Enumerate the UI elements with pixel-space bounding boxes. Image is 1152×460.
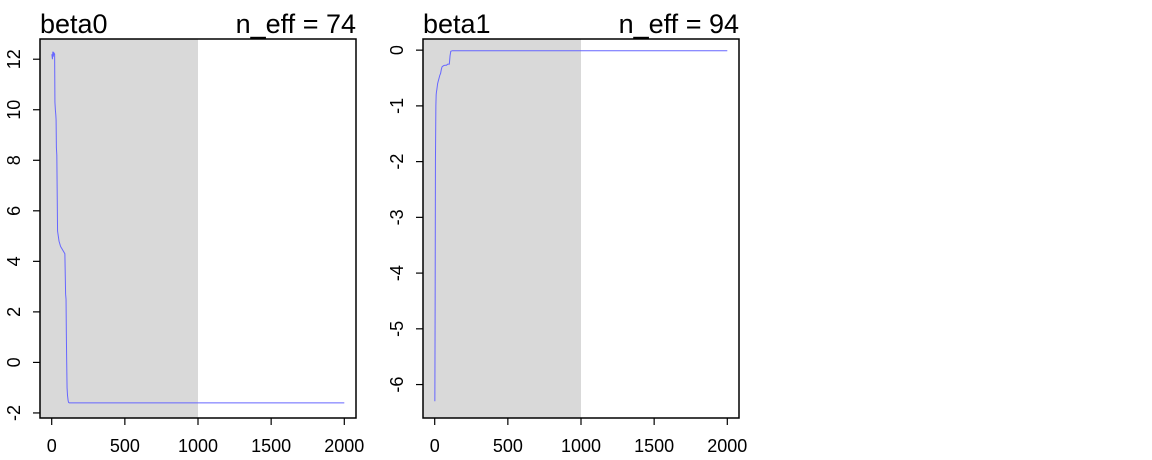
x-tick-label: 500 (110, 436, 140, 456)
warmup-region (40, 39, 198, 418)
y-tick-label: 2 (4, 307, 24, 317)
x-tick-label: 1500 (251, 436, 291, 456)
x-tick-label: 1500 (634, 436, 674, 456)
y-tick-label: 0 (4, 357, 24, 367)
y-tick-label: 8 (4, 155, 24, 165)
y-tick-label: -5 (387, 321, 407, 337)
y-tick-label: -1 (387, 98, 407, 114)
y-tick-label: 6 (4, 206, 24, 216)
y-tick-label: 10 (4, 100, 24, 120)
x-tick-label: 0 (47, 436, 57, 456)
chart-title: beta0 (40, 9, 108, 39)
chart-subtitle-n-eff: n_eff = 94 (619, 9, 739, 39)
y-tick-label: 12 (4, 49, 24, 69)
x-tick-label: 1000 (561, 436, 601, 456)
y-tick-label: 0 (387, 45, 407, 55)
y-tick-label: 4 (4, 256, 24, 266)
x-tick-label: 500 (493, 436, 523, 456)
trace-panel-beta0: 0 500 1000 1500 2000 -2 0 2 4 6 8 10 12 beta0 n_eff = … (4, 9, 364, 456)
x-tick-label: 2000 (324, 436, 364, 456)
warmup-region (423, 39, 581, 418)
y-tick-label: -3 (387, 209, 407, 225)
x-tick-label: 2000 (707, 436, 747, 456)
y-tick-label: -2 (387, 154, 407, 170)
chart-title: beta1 (423, 9, 491, 39)
trace-panel-beta1: 0 500 1000 1500 2000 -6 -5 -4 -3 -2 -1 0 beta1 n_eff … (387, 9, 747, 456)
y-tick-label: -4 (387, 265, 407, 281)
trace-line (51, 51, 345, 404)
chart-subtitle-n-eff: n_eff = 74 (236, 9, 356, 39)
y-tick-label: -6 (387, 377, 407, 393)
y-tick-label: -2 (4, 405, 24, 421)
trace-line (434, 50, 728, 402)
x-tick-label: 1000 (178, 436, 218, 456)
x-tick-label: 0 (430, 436, 440, 456)
